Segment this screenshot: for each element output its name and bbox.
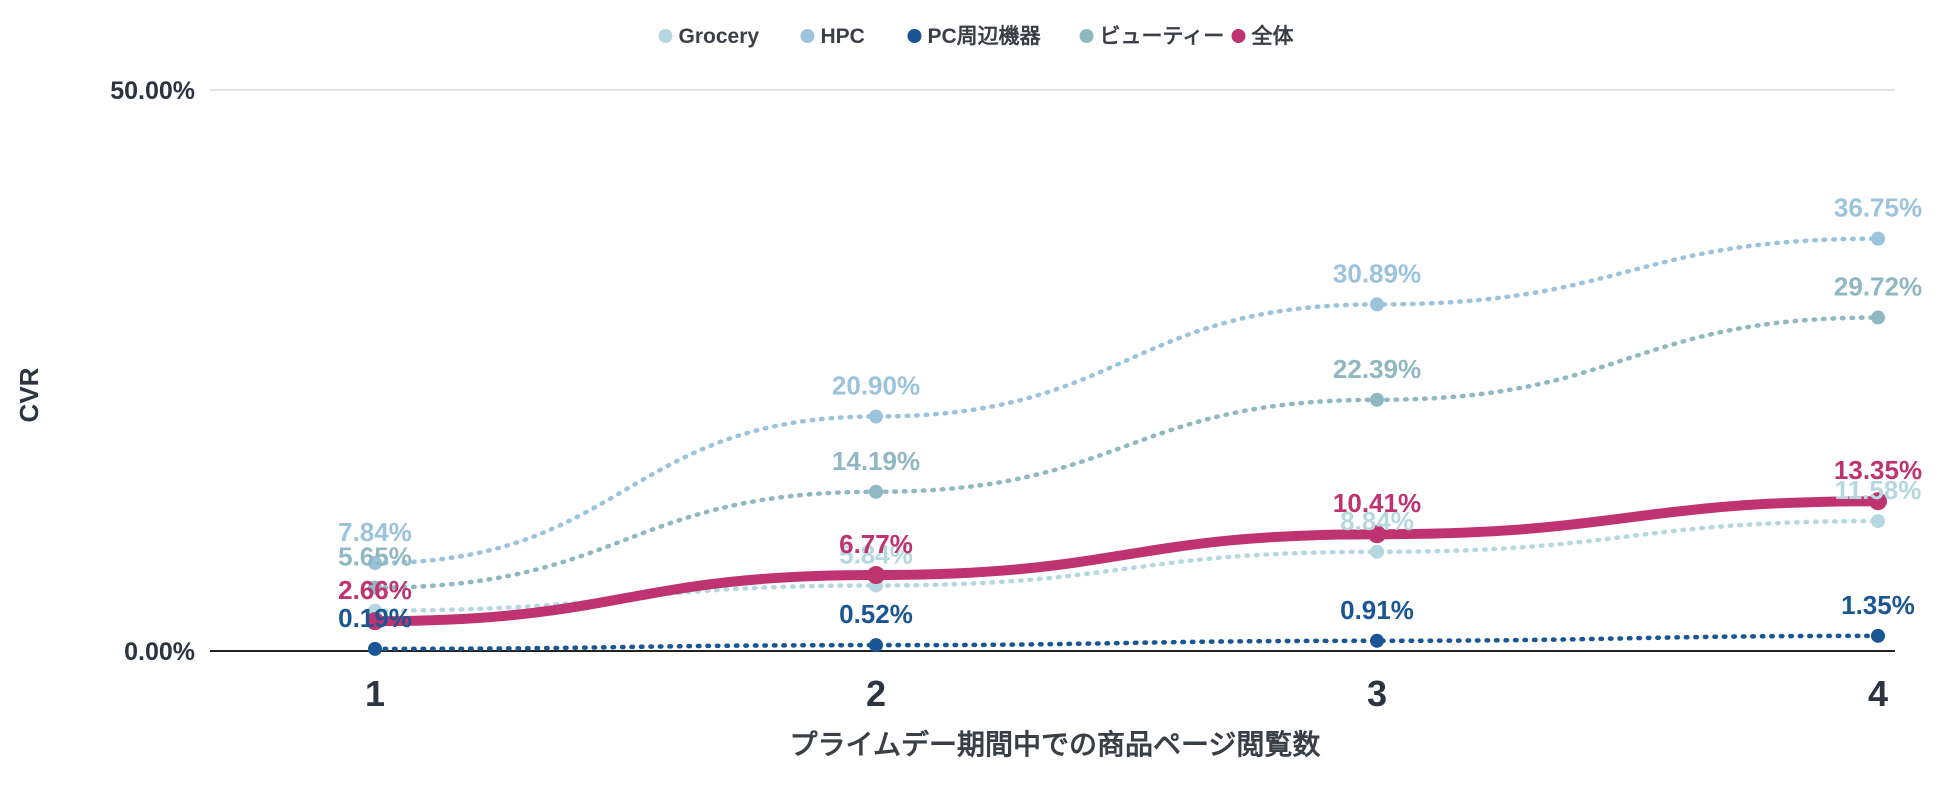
data-point: [366, 612, 384, 631]
data-point: [1871, 514, 1885, 529]
data-label: 30.89%: [1333, 258, 1421, 288]
data-point: [1368, 525, 1386, 544]
data-point: [1871, 628, 1885, 643]
data-label: 14.19%: [832, 446, 920, 476]
data-point: [1370, 544, 1384, 559]
data-point: [869, 484, 883, 499]
data-label: 5.84%: [839, 539, 913, 569]
data-point: [1370, 392, 1384, 407]
legend-label: HPC: [821, 25, 865, 48]
y-axis-label: CVR: [14, 367, 44, 422]
data-point: [1370, 297, 1384, 312]
data-point: [1871, 310, 1885, 325]
series-line: [370, 496, 1883, 627]
y-tick-label: 50.00%: [110, 77, 195, 105]
data-label: 5.65%: [338, 542, 412, 572]
data-point: [869, 638, 883, 653]
legend-label: ビューティー: [1100, 25, 1225, 48]
legend-marker: [800, 29, 815, 43]
data-label: 11.58%: [1835, 475, 1922, 505]
data-point: [368, 580, 382, 595]
data-label: 0.91%: [1340, 595, 1414, 625]
data-label: 22.39%: [1333, 354, 1421, 384]
data-label: 36.75%: [1834, 193, 1922, 223]
legend-label: Grocery: [679, 25, 760, 48]
grid: [210, 89, 1895, 652]
data-point: [867, 566, 885, 585]
data-label: 0.52%: [839, 599, 913, 629]
data-label: 10.41%: [1333, 488, 1421, 518]
data-label: 7.84%: [338, 517, 412, 547]
data-label: 1.35%: [1841, 590, 1915, 620]
x-tick-label: 1: [365, 673, 385, 714]
series-line: [372, 518, 1881, 613]
data-label: 8.84%: [1340, 506, 1414, 536]
data-point: [869, 409, 883, 424]
series-line: [372, 633, 1881, 652]
legend-marker: [907, 29, 922, 43]
x-axis-label: プライムデー期間中での商品ページ閲覧数: [790, 728, 1322, 760]
legend-marker: [658, 29, 673, 43]
data-label: 20.90%: [832, 371, 920, 401]
data-label: 29.72%: [1834, 272, 1922, 302]
legend-marker: [1231, 29, 1246, 43]
x-tick-label: 3: [1367, 673, 1387, 714]
x-tick-label: 2: [866, 673, 886, 714]
y-tick-label: 0.00%: [124, 638, 195, 666]
legend: Grocery HPC PC周辺機器 ビューティー 全体: [658, 24, 1295, 48]
legend-label: 全体: [1251, 24, 1295, 48]
x-axis: 1 2 3 4: [365, 673, 1888, 714]
data-label: 2.66%: [338, 575, 412, 605]
data-point: [368, 641, 382, 656]
data-point: [1871, 231, 1885, 246]
x-tick-label: 4: [1868, 673, 1888, 714]
data-label: 13.35%: [1834, 455, 1922, 485]
data-point: [368, 556, 382, 571]
legend-marker: [1079, 29, 1094, 43]
series-group: [366, 231, 1887, 656]
series-line: [372, 236, 1881, 566]
series-line: [372, 315, 1881, 590]
data-label: 0.19%: [338, 603, 412, 633]
data-label: 6.77%: [839, 529, 913, 559]
legend-label: PC周辺機器: [928, 24, 1042, 48]
data-point: [1370, 633, 1384, 648]
data-point: [1869, 492, 1887, 511]
y-axis: 0.00% 50.00%: [110, 77, 195, 666]
data-labels: 5.84% 8.84% 11.58% 7.84% 20.90% 30.89% 36.75% 0…: [338, 193, 1922, 633]
